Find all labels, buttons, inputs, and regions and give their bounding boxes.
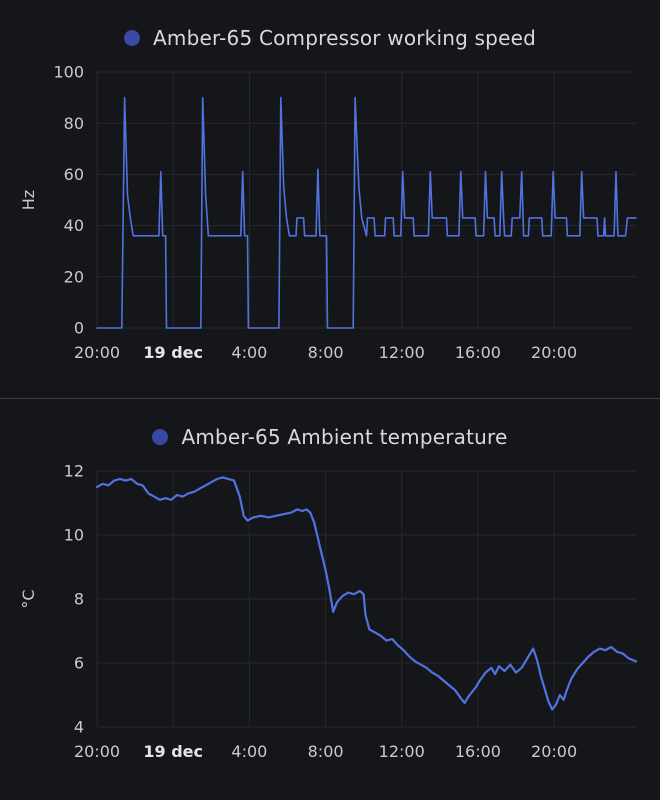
svg-text:40: 40 — [64, 216, 84, 235]
panel-title: Amber-65 Ambient temperature — [181, 425, 508, 449]
series-legend-dot[interactable] — [124, 30, 141, 46]
svg-text:12: 12 — [64, 462, 84, 481]
svg-text:4:00: 4:00 — [231, 742, 267, 761]
svg-text:80: 80 — [64, 114, 84, 133]
svg-text:4: 4 — [74, 718, 84, 737]
svg-text:8: 8 — [74, 590, 84, 609]
svg-text:12:00: 12:00 — [379, 343, 425, 362]
svg-text:20:00: 20:00 — [531, 343, 577, 362]
svg-text:°C: °C — [19, 589, 38, 608]
ambient-temperature-panel: Amber-65 Ambient temperature 4 6 8 10 12 20:0… — [0, 398, 660, 800]
svg-text:10: 10 — [64, 526, 84, 545]
compressor-speed-chart[interactable]: 0 20 40 60 80 100 20:00 19 dec 4:00 8:00 12:00 16:0… — [0, 60, 660, 390]
svg-text:Hz: Hz — [19, 190, 38, 210]
svg-text:16:00: 16:00 — [455, 742, 501, 761]
compressor-speed-panel: Amber-65 Compressor working speed 0 20 40 6… — [0, 0, 660, 398]
svg-text:4:00: 4:00 — [231, 343, 267, 362]
svg-text:12:00: 12:00 — [379, 742, 425, 761]
svg-text:100: 100 — [53, 63, 84, 82]
svg-text:20:00: 20:00 — [74, 742, 120, 761]
svg-text:16:00: 16:00 — [455, 343, 501, 362]
svg-text:0: 0 — [74, 319, 84, 338]
svg-text:20: 20 — [64, 267, 84, 286]
svg-text:60: 60 — [64, 165, 84, 184]
svg-text:8:00: 8:00 — [308, 742, 344, 761]
svg-text:19 dec: 19 dec — [143, 742, 203, 761]
svg-text:6: 6 — [74, 654, 84, 673]
ambient-temperature-chart[interactable]: 4 6 8 10 12 20:00 19 dec 4:00 8:00 12:00 16:00 20:0… — [0, 459, 660, 789]
ambient-temperature-title-row: Amber-65 Ambient temperature — [0, 399, 660, 459]
svg-text:8:00: 8:00 — [308, 343, 344, 362]
svg-text:19 dec: 19 dec — [143, 343, 203, 362]
panel-title: Amber-65 Compressor working speed — [153, 26, 536, 50]
svg-text:20:00: 20:00 — [74, 343, 120, 362]
compressor-speed-title-row: Amber-65 Compressor working speed — [0, 0, 660, 60]
svg-text:20:00: 20:00 — [531, 742, 577, 761]
series-legend-dot[interactable] — [152, 429, 169, 445]
